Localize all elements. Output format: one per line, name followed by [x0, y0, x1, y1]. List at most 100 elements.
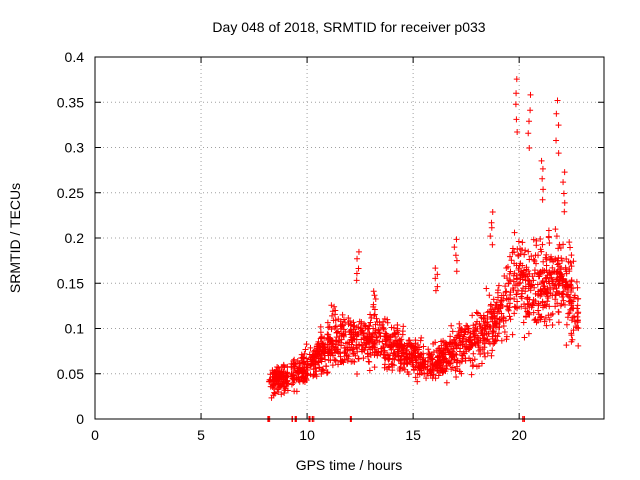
chart-title: Day 048 of 2018, SRMTID for receiver p03…	[212, 19, 485, 35]
data-point	[502, 283, 509, 290]
data-point	[511, 260, 518, 267]
data-point	[417, 351, 424, 358]
data-point	[303, 375, 310, 382]
data-point	[381, 364, 388, 371]
data-point	[471, 356, 478, 363]
data-point	[524, 294, 531, 301]
data-point	[414, 370, 421, 377]
data-point	[389, 355, 396, 362]
data-point	[515, 238, 522, 245]
data-point	[391, 330, 398, 337]
data-point	[539, 196, 546, 203]
x-tick-label: 15	[405, 427, 421, 443]
data-point	[396, 367, 403, 374]
data-point	[462, 328, 469, 335]
data-point	[549, 310, 556, 317]
data-point	[398, 343, 405, 350]
y-tick-label: 0.3	[65, 140, 85, 156]
data-point	[484, 336, 491, 343]
data-point	[560, 179, 567, 186]
data-point	[575, 309, 582, 316]
data-point	[517, 275, 524, 282]
data-point	[439, 369, 446, 376]
x-tick-label: 20	[511, 427, 527, 443]
data-point	[338, 342, 345, 349]
data-point	[456, 324, 463, 331]
data-point	[558, 300, 565, 307]
data-point	[561, 169, 568, 176]
data-point	[563, 281, 570, 288]
data-point	[301, 358, 308, 365]
x-tick-label: 10	[299, 427, 315, 443]
data-point	[338, 330, 345, 337]
data-point	[353, 336, 360, 343]
data-point	[458, 329, 465, 336]
data-point	[481, 315, 488, 322]
data-point	[294, 368, 301, 375]
y-tick-label: 0.15	[57, 275, 84, 291]
data-point	[398, 352, 405, 359]
data-point	[530, 277, 537, 284]
data-point	[403, 361, 410, 368]
data-point	[568, 317, 575, 324]
data-point	[355, 248, 362, 255]
data-point	[473, 363, 480, 370]
data-point	[512, 101, 519, 108]
data-point	[473, 309, 480, 316]
data-point	[528, 253, 535, 260]
data-point	[532, 316, 539, 323]
data-point	[347, 317, 354, 324]
data-point	[427, 368, 434, 375]
data-point	[488, 224, 495, 231]
data-point	[520, 285, 527, 292]
data-point	[527, 91, 534, 98]
data-point	[543, 262, 550, 269]
data-point	[535, 290, 542, 297]
data-point	[555, 308, 562, 315]
data-point	[449, 328, 456, 335]
data-point	[535, 307, 542, 314]
data-point	[450, 345, 457, 352]
data-point	[560, 241, 567, 248]
data-point	[538, 157, 545, 164]
data-point	[489, 209, 496, 216]
data-point	[410, 344, 417, 351]
y-axis-label: SRMTID / TECUs	[7, 183, 23, 293]
data-point	[513, 76, 520, 83]
data-point	[488, 219, 495, 226]
y-tick-label: 0	[76, 411, 84, 427]
data-point	[380, 326, 387, 333]
data-point	[367, 319, 374, 326]
data-point	[506, 276, 513, 283]
data-point	[306, 351, 313, 358]
data-point	[458, 358, 465, 365]
data-point	[284, 373, 291, 380]
data-point	[540, 186, 547, 193]
data-point	[526, 118, 533, 125]
data-point	[339, 311, 346, 318]
data-point	[499, 303, 506, 310]
data-point	[554, 275, 561, 282]
data-point	[380, 325, 387, 332]
data-point	[333, 329, 340, 336]
data-point	[402, 349, 409, 356]
data-point	[559, 290, 566, 297]
data-point	[505, 296, 512, 303]
data-point	[535, 252, 542, 259]
data-point	[526, 311, 533, 318]
data-point	[447, 359, 454, 366]
data-point	[568, 278, 575, 285]
data-point	[310, 357, 317, 364]
data-point	[272, 390, 279, 397]
data-point	[342, 319, 349, 326]
data-point	[284, 363, 291, 370]
data-point	[456, 348, 463, 355]
data-point	[438, 366, 445, 373]
data-point	[478, 360, 485, 367]
data-point	[557, 264, 564, 271]
data-point	[548, 274, 555, 281]
data-point	[382, 340, 389, 347]
data-point	[555, 260, 562, 267]
data-point	[456, 320, 463, 327]
data-point	[522, 247, 529, 254]
